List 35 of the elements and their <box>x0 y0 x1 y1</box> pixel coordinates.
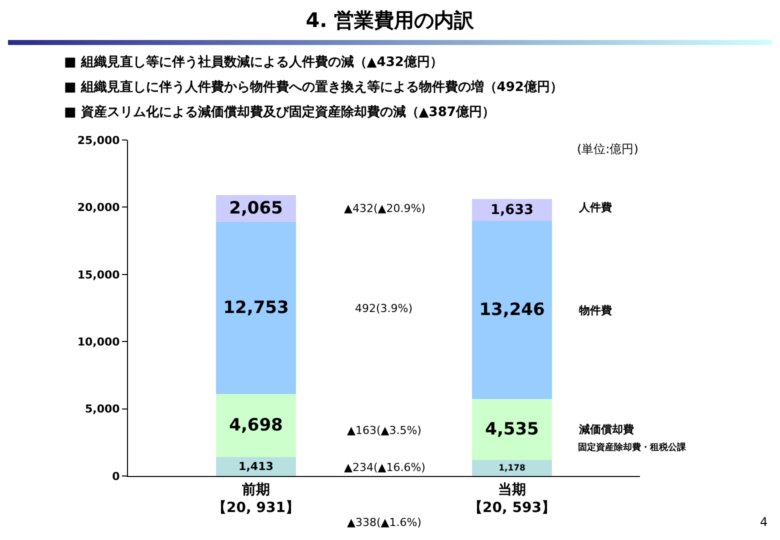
text: 減価償却費 <box>578 423 634 436</box>
y-tick-label: 25,000 <box>77 134 120 147</box>
data-label: 4,535 <box>485 420 539 440</box>
bar <box>216 222 296 394</box>
y-tick-label: 10,000 <box>77 335 120 348</box>
annotation: ▲432(▲20.9%) <box>344 202 426 215</box>
bar <box>216 457 296 476</box>
annotation: ▲234(▲16.6%) <box>344 461 426 474</box>
data-label: 1,413 <box>238 460 274 473</box>
x-tick-label: 当期【20, 593】 <box>468 482 556 516</box>
y-tick-label: 0 <box>112 470 120 483</box>
data-label: 13,246 <box>479 300 545 320</box>
annotation: ▲163(▲3.5%) <box>347 424 422 437</box>
annotation: 492(3.9%) <box>355 302 413 315</box>
y-tick-label: 5,000 <box>85 402 120 416</box>
text: 物件費 <box>578 304 612 317</box>
x-tick-label: 前期【20, 931】 <box>212 482 300 516</box>
y-tick-label: 20,000 <box>77 201 120 214</box>
data-label: 12,753 <box>223 298 289 318</box>
bar <box>472 399 552 460</box>
data-label: 4,698 <box>229 416 283 436</box>
data-label: 2,065 <box>229 198 283 218</box>
text: 人件費 <box>578 201 612 214</box>
text: 4 <box>760 515 768 529</box>
annotation: (単位:億円) <box>577 142 638 156</box>
text: ▲338(▲1.6%) <box>347 516 422 529</box>
bar <box>472 460 552 476</box>
data-label: 1,178 <box>498 464 526 474</box>
bar <box>472 221 552 399</box>
text: 固定資産除却費・租税公課 <box>578 442 687 453</box>
chart-subtitle: ■ 組織見直し等に伴う社員数減による人件費の減（▲432億円） ■ 組織見直しに伴う人件費から物件費への置き換え等による物件費の増（492億円） ■ 資産スリム化による減価償却費及び固定資産除却費の減（▲387億円） <box>64 54 563 120</box>
data-label: 1,633 <box>490 202 534 218</box>
y-tick-label: 15,000 <box>77 268 120 282</box>
bar <box>216 394 296 457</box>
chart-title: 4. 営業費用の内訳 <box>306 8 476 32</box>
